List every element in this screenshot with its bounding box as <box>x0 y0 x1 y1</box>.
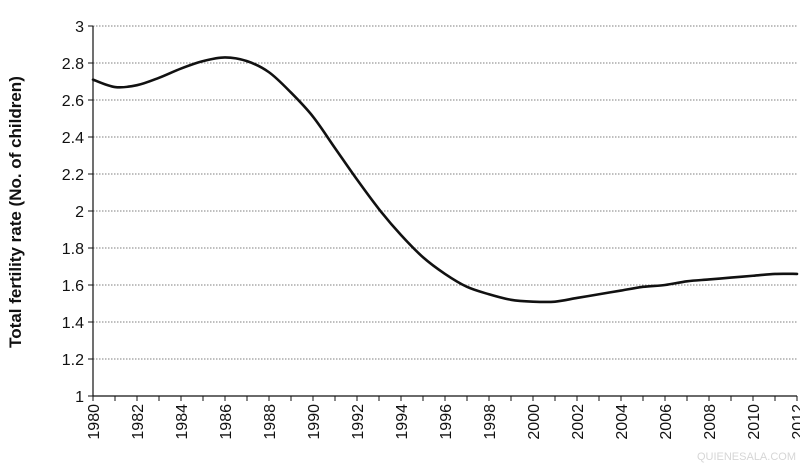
y-tick-label: 1.4 <box>62 315 84 332</box>
x-tick-label: 1990 <box>306 404 323 440</box>
x-tick-label: 1984 <box>174 404 191 440</box>
x-tick-labels: 1980 1982 1984 1986 1988 1990 1992 1994 1996 1998… <box>86 404 800 440</box>
x-tick-label: 1998 <box>482 404 499 440</box>
series-layer <box>91 56 799 304</box>
y-tick-label: 1.6 <box>62 278 84 295</box>
y-tick-label: 2.6 <box>62 93 84 110</box>
gridlines <box>93 25 797 360</box>
y-tick-label: 2.4 <box>62 130 84 147</box>
watermark: QUIENESALA.COM <box>697 451 796 463</box>
x-tick-label: 2012 <box>790 404 800 440</box>
x-tick-label: 2002 <box>570 404 587 440</box>
y-axis-title: Total fertility rate (No. of children) <box>6 76 25 348</box>
axes <box>88 25 798 401</box>
y-tick-label: 2 <box>75 204 84 221</box>
x-tick-label: 2000 <box>526 404 543 440</box>
y-tick-label: 1.8 <box>62 241 84 258</box>
x-tick-label: 1996 <box>438 404 455 440</box>
x-tick-label: 1988 <box>262 404 279 440</box>
y-tick-label: 3 <box>75 19 84 36</box>
x-tick-label: 2010 <box>746 404 763 440</box>
y-tick-label: 1.2 <box>62 352 84 369</box>
x-tick-label: 1994 <box>394 404 411 440</box>
x-tick-label: 1982 <box>130 404 147 440</box>
series-line <box>91 56 799 304</box>
y-tick-labels: 1 1.2 1.4 1.6 1.8 2 2.2 2.4 2.6 2.8 3 <box>62 19 84 406</box>
y-tick-label: 2.2 <box>62 167 84 184</box>
y-tick-label: 2.8 <box>62 56 84 73</box>
x-tick-label: 2008 <box>702 404 719 440</box>
y-tick-label: 1 <box>75 389 84 406</box>
x-tick-label: 2004 <box>614 404 631 440</box>
x-tick-label: 1986 <box>218 404 235 440</box>
x-tick-label: 1992 <box>350 404 367 440</box>
x-tick-label: 2006 <box>658 404 675 440</box>
x-tick-label: 1980 <box>86 404 103 440</box>
